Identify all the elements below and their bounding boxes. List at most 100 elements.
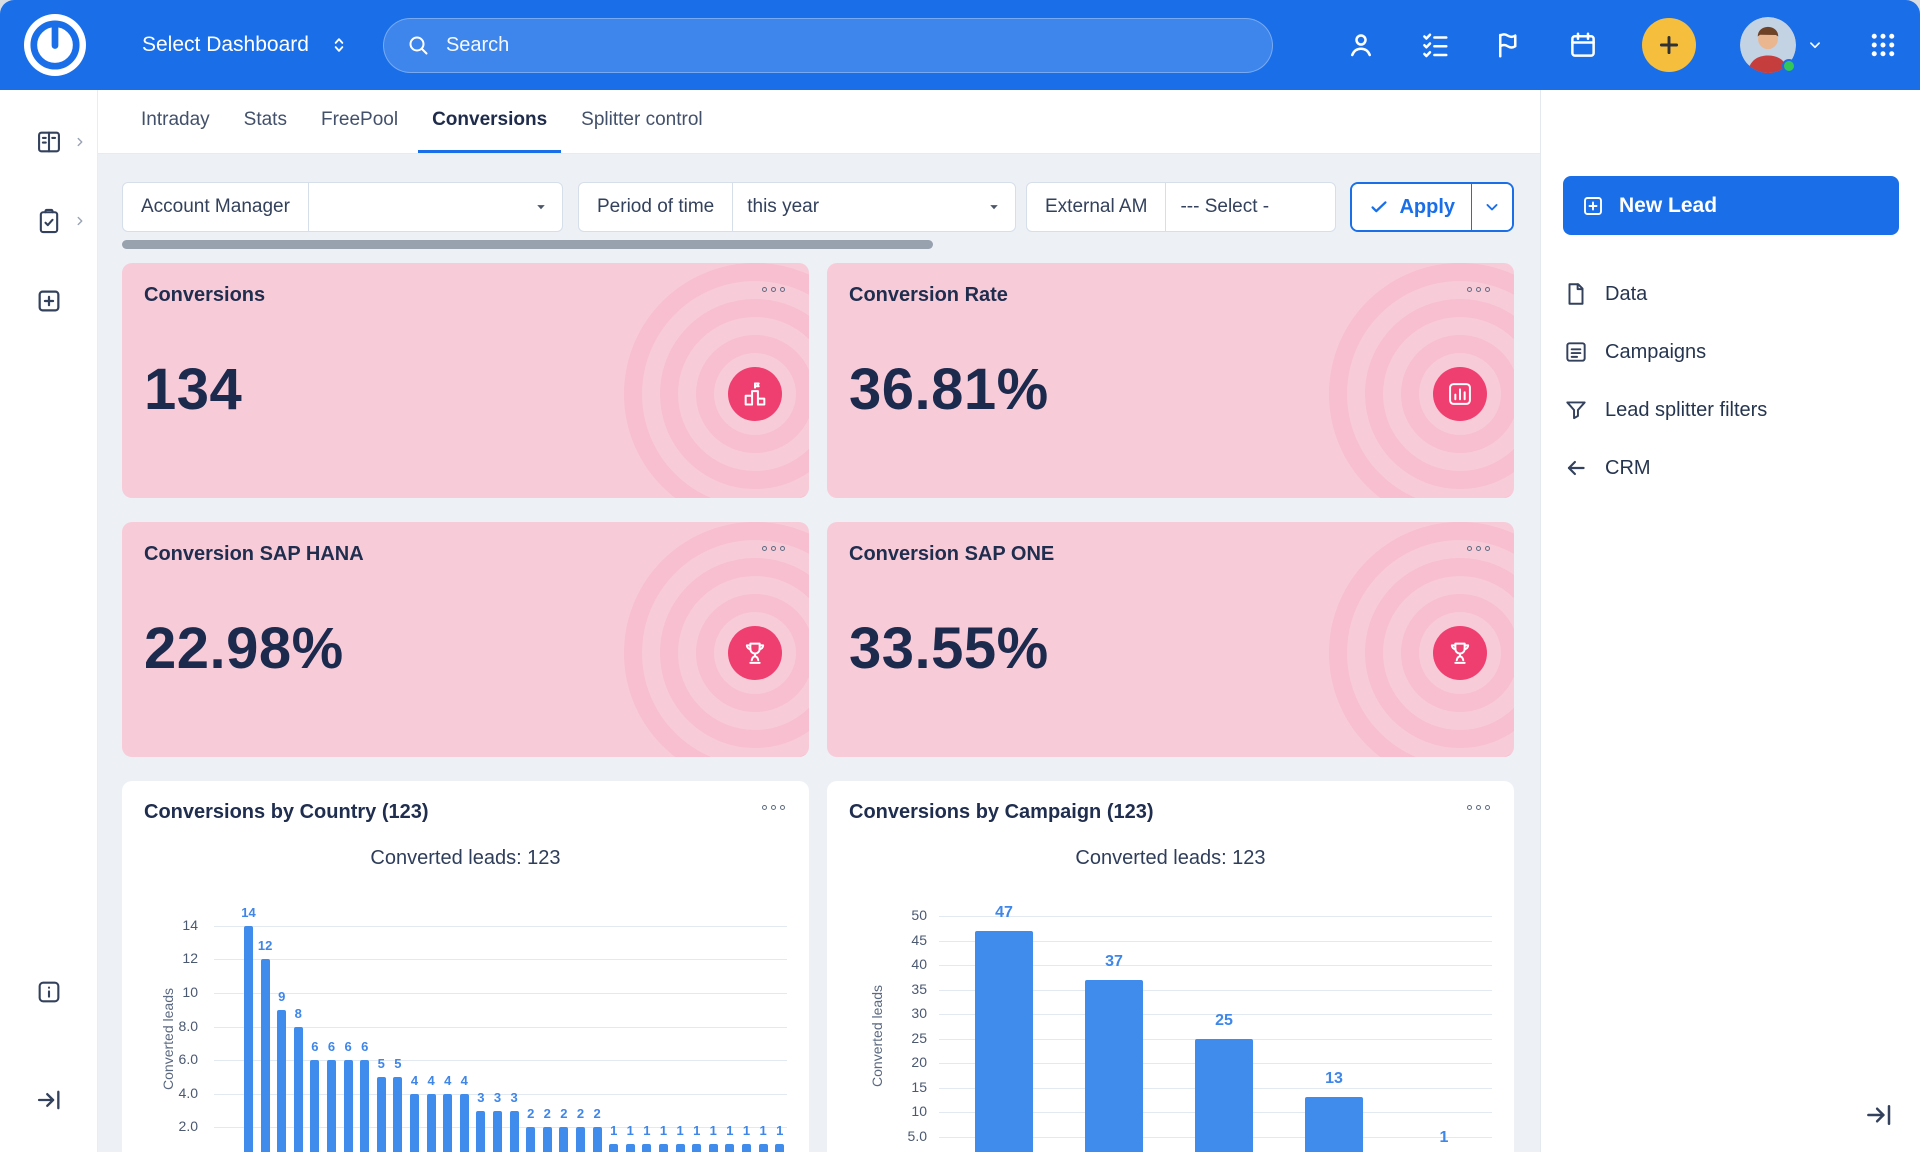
bar xyxy=(1305,1097,1363,1152)
sidebar-item-crm[interactable]: CRM xyxy=(1541,439,1920,497)
sidebar-item-lead-splitter-filters[interactable]: Lead splitter filters xyxy=(1541,381,1920,439)
bar-value-label: 2 xyxy=(593,1106,601,1122)
bar-value-label: 1 xyxy=(1439,1129,1449,1147)
file-icon xyxy=(1563,281,1589,307)
filters-scrollbar xyxy=(122,240,1514,249)
search-bar[interactable] xyxy=(382,17,1273,73)
bar-value-label: 3 xyxy=(510,1089,518,1105)
y-tick-label: 15 xyxy=(911,1078,927,1095)
account-manager-filter[interactable]: Account Manager xyxy=(122,182,563,232)
kpi-value: 36.81% xyxy=(849,357,1049,422)
bar xyxy=(293,1026,303,1152)
bar-value-label: 1 xyxy=(610,1123,618,1139)
list-icon xyxy=(1563,339,1589,365)
flag-button[interactable] xyxy=(1494,30,1524,60)
bar xyxy=(310,1060,320,1152)
sidebar-item-label: CRM xyxy=(1605,456,1651,479)
sidebar-item-info[interactable] xyxy=(0,964,97,1020)
kpi-value: 33.55% xyxy=(849,616,1049,681)
bar xyxy=(775,1144,785,1152)
tab-freepool[interactable]: FreePool xyxy=(320,109,399,130)
sidebar-expand-button[interactable] xyxy=(0,1072,97,1128)
checklist-icon xyxy=(1420,30,1450,60)
calendar-button[interactable] xyxy=(1568,30,1598,60)
kpi-card: Conversion Rate 36.81% xyxy=(827,263,1514,498)
plus-icon xyxy=(1655,31,1683,59)
user-icon xyxy=(1346,30,1376,60)
card-menu-button[interactable] xyxy=(758,801,789,814)
bar xyxy=(376,1077,386,1152)
bar xyxy=(642,1144,652,1152)
gridline xyxy=(939,989,1492,991)
online-status-dot xyxy=(1782,59,1796,73)
filter-label: External AM xyxy=(1027,183,1167,231)
external-am-filter[interactable]: External AM --- Select - xyxy=(1026,182,1336,232)
tab-intraday[interactable]: Intraday xyxy=(141,109,210,130)
expand-panel-icon xyxy=(35,1086,63,1114)
kpi-title: Conversions xyxy=(144,284,266,306)
ripple-decoration xyxy=(624,522,809,757)
card-menu-button[interactable] xyxy=(1463,801,1494,814)
tab-conversions[interactable]: Conversions xyxy=(418,90,562,153)
filter-value: --- Select - xyxy=(1180,196,1270,217)
quick-add-button[interactable] xyxy=(1642,18,1696,72)
bar xyxy=(609,1144,619,1152)
bar-value-label: 1 xyxy=(659,1123,668,1139)
bar-value-label: 1 xyxy=(742,1123,751,1139)
period-filter[interactable]: Period of time this year xyxy=(578,182,1016,232)
sidebar-item-dashboards[interactable] xyxy=(0,114,97,170)
apply-dropdown-button[interactable] xyxy=(1472,184,1512,230)
dashboard-selector[interactable]: Select Dashboard xyxy=(142,33,349,57)
apps-grid-button[interactable] xyxy=(1868,30,1898,60)
tasks-button[interactable] xyxy=(1420,30,1450,60)
bar xyxy=(360,1060,370,1152)
y-tick-label: 8.0 xyxy=(178,1017,198,1034)
bar xyxy=(542,1127,552,1152)
trophy-icon xyxy=(1433,626,1487,680)
bar-value-label: 6 xyxy=(361,1039,369,1055)
user-button[interactable] xyxy=(1346,30,1376,60)
sidebar-item-data[interactable]: Data xyxy=(1541,265,1920,323)
dashboard-selector-label: Select Dashboard xyxy=(142,33,309,56)
kpi-card: Conversion SAP HANA 22.98% xyxy=(122,522,809,757)
bar-value-label: 4 xyxy=(410,1072,419,1088)
bar xyxy=(509,1110,519,1152)
ripple-decoration xyxy=(1329,522,1514,757)
scrollbar-thumb[interactable] xyxy=(122,240,933,249)
tab-splitter-control[interactable]: Splitter control xyxy=(581,109,703,130)
gridline xyxy=(939,916,1492,917)
bar-value-label: 1 xyxy=(643,1123,651,1139)
bar-value-label: 37 xyxy=(1105,952,1123,970)
apply-button[interactable]: Apply xyxy=(1352,184,1472,230)
new-lead-label: New Lead xyxy=(1619,193,1718,217)
y-tick-label: 6.0 xyxy=(178,1051,198,1068)
kpi-card: Conversions 134 xyxy=(122,263,809,498)
chart-title: Conversions by Campaign (123) xyxy=(849,801,1154,823)
y-tick-label: 12 xyxy=(182,950,198,967)
user-menu[interactable] xyxy=(1740,17,1824,73)
tab-stats[interactable]: Stats xyxy=(243,109,287,130)
chevron-down-icon xyxy=(1482,197,1502,217)
bar xyxy=(410,1093,419,1152)
search-icon xyxy=(406,33,430,57)
bar-value-label: 1 xyxy=(709,1123,717,1139)
sidebar-item-tasks[interactable] xyxy=(0,193,97,249)
expand-panel-icon[interactable] xyxy=(1864,1100,1894,1130)
sidebar-item-add[interactable] xyxy=(0,273,97,329)
bar-value-label: 25 xyxy=(1215,1011,1233,1029)
check-icon xyxy=(1368,196,1390,218)
bar xyxy=(625,1144,635,1152)
gridline xyxy=(214,1093,787,1095)
new-lead-button[interactable]: New Lead xyxy=(1563,176,1899,235)
bar xyxy=(260,959,270,1152)
chevron-right-icon xyxy=(73,135,87,149)
chart-subtitle: Converted leads: 123 xyxy=(1075,847,1266,869)
kpi-value: 134 xyxy=(144,357,243,422)
search-input[interactable] xyxy=(443,32,1250,58)
plus-square-icon xyxy=(35,287,63,315)
sidebar-item-campaigns[interactable]: Campaigns xyxy=(1541,323,1920,381)
bar xyxy=(659,1144,668,1152)
bar-value-label: 1 xyxy=(693,1123,701,1139)
app-logo[interactable] xyxy=(24,14,86,76)
bar xyxy=(758,1144,768,1152)
